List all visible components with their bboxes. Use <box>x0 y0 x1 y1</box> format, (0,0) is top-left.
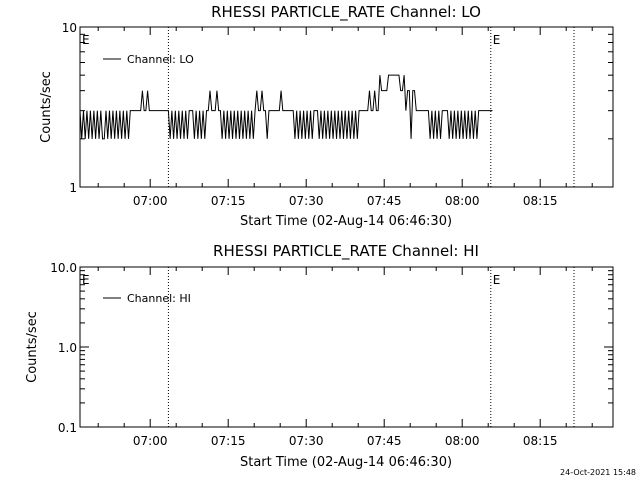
hi-event-label: E <box>493 273 501 287</box>
lo-event-label: E <box>493 33 501 47</box>
lo-y-tick-label: 1 <box>69 181 77 195</box>
hi-x-tick-label: 08:00 <box>445 434 480 448</box>
lo-x-tick-label: 07:30 <box>289 194 324 208</box>
hi-axis-ticks: 07:00 07:15 07:30 07:45 08:00 08:15 0.1 1.0 10.0 <box>50 261 613 448</box>
hi-y-axis-label: Counts/sec <box>25 311 40 383</box>
hi-x-tick-label: 07:30 <box>289 434 324 448</box>
hi-x-tick-label: 07:45 <box>367 434 402 448</box>
hi-x-axis-label: Start Time (02-Aug-14 06:46:30) <box>240 455 452 470</box>
lo-x-tick-label: 07:45 <box>367 194 402 208</box>
hi-plot-frame <box>79 266 614 428</box>
lo-y-axis-label: Counts/sec <box>39 71 54 143</box>
lo-x-tick-label: 08:00 <box>445 194 480 208</box>
hi-event-label: E <box>82 273 90 287</box>
hi-x-tick-label: 07:00 <box>133 434 168 448</box>
panel-hi: RHESSI PARTICLE_RATE Channel: HI Counts/… <box>25 242 614 470</box>
lo-legend-label: Channel: LO <box>127 53 194 66</box>
lo-x-axis-label: Start Time (02-Aug-14 06:46:30) <box>240 214 452 229</box>
hi-y-tick-label: 1.0 <box>58 341 77 355</box>
hi-y-tick-label: 0.1 <box>58 421 77 435</box>
lo-series-line <box>79 74 493 140</box>
lo-plot-frame <box>79 26 614 188</box>
lo-x-tick-label: 08:15 <box>523 194 558 208</box>
hi-chart-title: RHESSI PARTICLE_RATE Channel: HI <box>213 242 479 261</box>
hi-x-tick-label: 07:15 <box>211 434 246 448</box>
footer-timestamp: 24-Oct-2021 15:48 <box>560 468 636 477</box>
lo-y-tick-label: 10 <box>62 21 77 35</box>
hi-legend-label: Channel: HI <box>127 292 191 305</box>
lo-series-group <box>79 74 493 140</box>
lo-axis-ticks: 07:00 07:15 07:30 07:45 08:00 08:15 1 10 <box>62 21 613 208</box>
lo-event-label: E <box>82 33 90 47</box>
lo-x-tick-label: 07:00 <box>133 194 168 208</box>
hi-y-tick-label: 10.0 <box>50 261 77 275</box>
hi-x-tick-label: 08:15 <box>523 434 558 448</box>
panel-lo: RHESSI PARTICLE_RATE Channel: LO Counts/… <box>39 3 614 229</box>
lo-x-tick-label: 07:15 <box>211 194 246 208</box>
lo-chart-title: RHESSI PARTICLE_RATE Channel: LO <box>211 3 481 22</box>
